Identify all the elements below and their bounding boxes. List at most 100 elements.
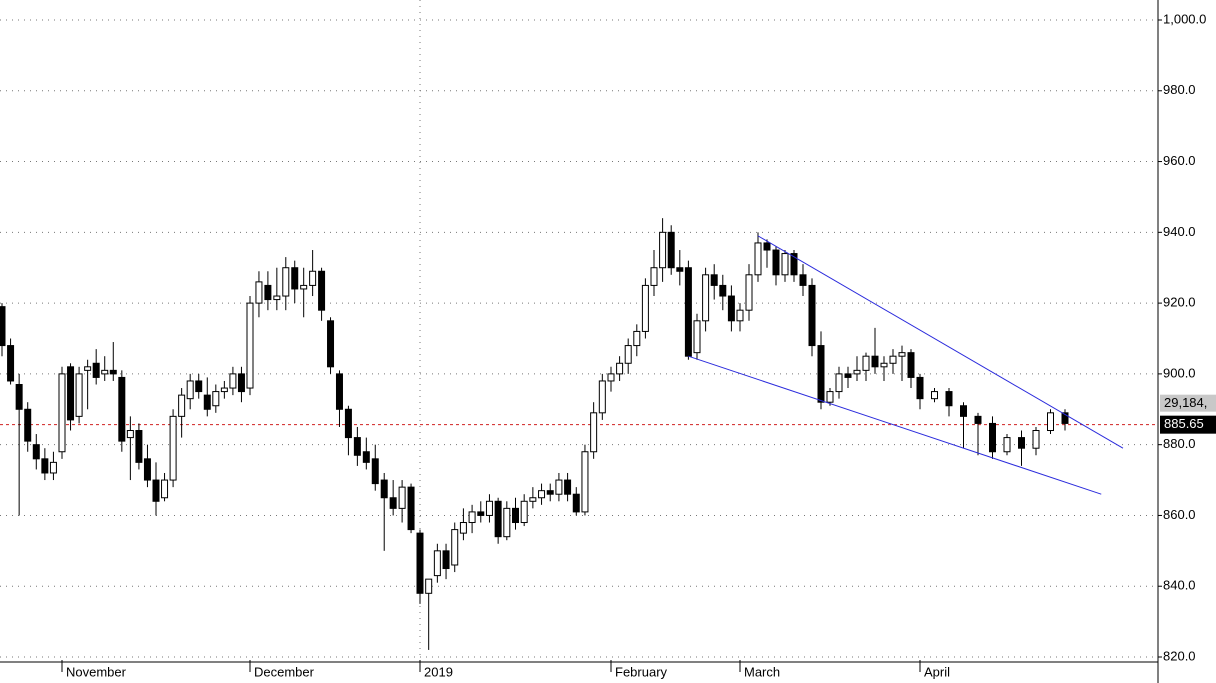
- candle: [880, 356, 888, 381]
- candle: [1018, 430, 1025, 466]
- candle: [389, 480, 397, 516]
- candle-body: [282, 267, 290, 297]
- y-tick-label: 920.0: [1163, 295, 1196, 310]
- candle: [772, 246, 780, 286]
- candle-body: [229, 373, 237, 389]
- candle: [67, 363, 75, 431]
- candle: [309, 250, 317, 297]
- candle-body: [727, 295, 735, 322]
- candle-body: [1003, 437, 1011, 453]
- candle-body: [907, 352, 915, 378]
- candle-body: [1061, 412, 1069, 424]
- candle: [710, 264, 718, 300]
- candle-body: [871, 355, 879, 368]
- candle-body: [67, 366, 75, 421]
- candle: [853, 356, 861, 381]
- candle: [195, 373, 203, 399]
- candle: [433, 543, 441, 583]
- candle: [598, 373, 606, 420]
- candle: [161, 472, 169, 502]
- candle: [282, 257, 290, 311]
- candle: [808, 278, 816, 357]
- candle-body: [710, 274, 718, 286]
- candle-body: [650, 267, 658, 286]
- candle: [229, 366, 237, 396]
- candle-body: [152, 479, 160, 502]
- candle-body: [0, 306, 6, 347]
- candle: [719, 274, 727, 311]
- candle: [485, 494, 493, 523]
- candle-body: [407, 486, 415, 531]
- candle: [835, 366, 843, 399]
- candle: [451, 522, 459, 573]
- candle: [538, 483, 546, 505]
- candle-body: [989, 422, 996, 453]
- candle: [152, 462, 160, 516]
- candle-body: [425, 578, 433, 594]
- candle: [898, 345, 906, 381]
- candle: [353, 426, 361, 466]
- x-tick-label: April: [924, 664, 950, 679]
- candle: [291, 260, 299, 304]
- candle-body: [736, 309, 744, 322]
- candle: [1032, 426, 1040, 456]
- candle: [1003, 434, 1011, 456]
- candle-body: [862, 355, 870, 371]
- candle-body: [468, 511, 476, 524]
- candle: [503, 501, 511, 541]
- candle-body: [255, 281, 263, 304]
- candle: [529, 487, 537, 509]
- candle: [862, 352, 870, 381]
- candle-body: [451, 529, 459, 566]
- candle-body: [641, 284, 649, 332]
- candle-body: [898, 352, 906, 357]
- candle: [135, 423, 143, 470]
- candle: [781, 250, 789, 282]
- candle: [512, 497, 519, 530]
- candle: [960, 402, 967, 449]
- candle: [186, 373, 194, 410]
- candle: [335, 370, 343, 427]
- candle: [754, 232, 762, 282]
- candle: [24, 402, 32, 452]
- candle-body: [186, 380, 194, 400]
- x-tick-label: November: [66, 664, 127, 679]
- candle-body: [633, 330, 641, 347]
- candle: [844, 366, 852, 389]
- candle-body: [344, 408, 352, 439]
- candle-body: [572, 493, 580, 513]
- candle: [398, 480, 406, 523]
- candle-body: [264, 284, 272, 301]
- candle-body: [169, 415, 177, 481]
- candle: [641, 278, 649, 339]
- candle-body: [109, 369, 117, 375]
- x-tick-label: February: [615, 664, 668, 679]
- candle: [745, 264, 753, 321]
- candle-body: [763, 242, 771, 251]
- candle-body: [945, 391, 953, 407]
- candle: [817, 331, 825, 410]
- candle-body: [203, 394, 211, 410]
- candle: [178, 388, 186, 438]
- candle-body: [817, 345, 825, 403]
- candle: [255, 271, 263, 318]
- candle-body: [607, 373, 615, 382]
- candle: [371, 444, 379, 491]
- candle-body: [32, 444, 40, 460]
- candle-body: [143, 458, 151, 481]
- candle-body: [126, 430, 134, 439]
- candle-body: [844, 373, 852, 378]
- candle-body: [442, 550, 450, 570]
- candle-body: [503, 507, 511, 538]
- x-tick-label: March: [744, 664, 780, 679]
- candle-body: [135, 430, 143, 463]
- candle-body: [41, 458, 49, 474]
- candle-body: [520, 500, 528, 524]
- candle-body: [960, 405, 967, 417]
- candle-body: [485, 500, 493, 516]
- candle: [300, 267, 308, 318]
- candle-body: [616, 362, 624, 375]
- volume-label-box: [1160, 394, 1216, 412]
